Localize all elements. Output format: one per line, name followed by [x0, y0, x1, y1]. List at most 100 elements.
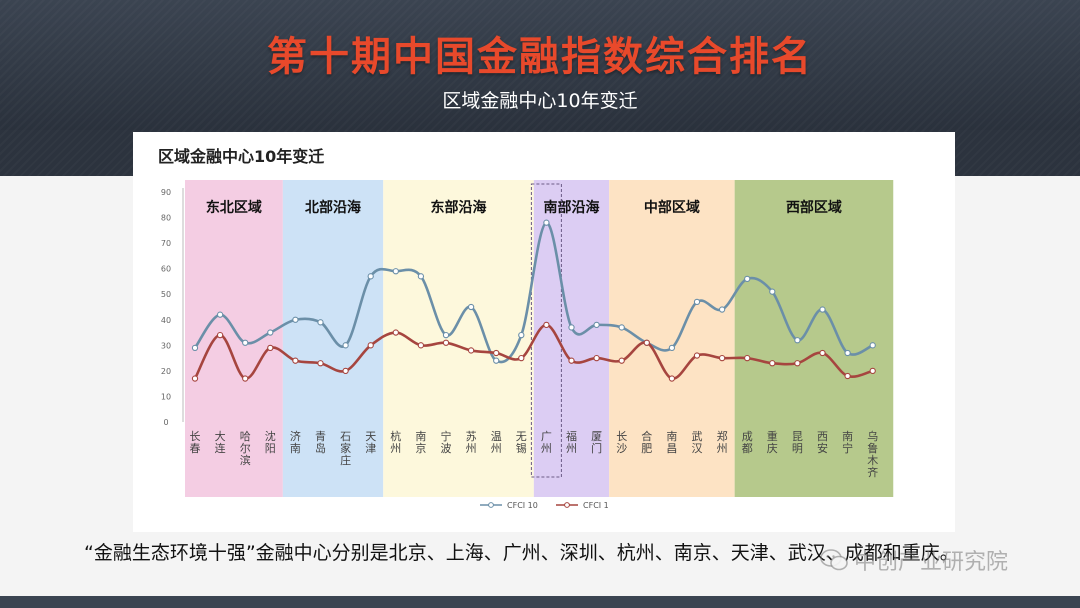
y-tick-label: 60 [161, 265, 171, 274]
header-background [0, 0, 1080, 130]
x-tick-label: 郑州 [717, 429, 728, 455]
data-point [467, 303, 475, 311]
x-tick-label: 天津 [365, 430, 376, 455]
data-point [744, 275, 751, 283]
watermark-text: 中创产业研究院 [854, 550, 1009, 575]
y-tick-label: 80 [161, 214, 171, 223]
x-tick-label: 合肥 [641, 429, 652, 455]
x-tick-label: 福州 [566, 429, 577, 455]
data-point [869, 342, 876, 349]
x-tick-label: 长沙 [616, 430, 627, 455]
x-tick-label: 厦门 [591, 430, 602, 455]
data-point [568, 357, 575, 364]
region-label: 东部沿海 [431, 199, 487, 216]
data-point [493, 357, 500, 364]
x-tick-label: 温州 [491, 430, 502, 455]
legend-marker [488, 502, 494, 508]
data-point [844, 372, 851, 380]
region-label: 北部沿海 [305, 199, 361, 216]
data-point [568, 324, 575, 331]
data-point [191, 344, 199, 352]
y-tick-label: 0 [163, 418, 168, 427]
data-point [417, 342, 425, 349]
region-label: 东北区域 [206, 199, 262, 216]
x-tick-label: 宁波 [441, 429, 452, 455]
watermark: 中创产业研究院 [820, 544, 1008, 576]
wechat-icon [820, 548, 848, 572]
data-point [794, 360, 801, 367]
data-point [292, 316, 299, 323]
x-tick-label: 南京 [415, 430, 426, 455]
x-tick-label: 苏州 [466, 430, 477, 455]
region-band [383, 180, 534, 497]
y-tick-label: 10 [161, 392, 171, 401]
data-point [392, 329, 399, 336]
x-tick-label: 南昌 [666, 430, 677, 455]
y-tick-label: 70 [161, 239, 171, 248]
data-point [593, 321, 600, 329]
data-point [342, 367, 349, 375]
legend-marker [564, 502, 570, 508]
chart-panel-title: 区域金融中心10年变迁 [158, 147, 325, 166]
data-point [493, 349, 500, 357]
x-tick-label: 石家庄 [340, 430, 351, 467]
series-line [193, 221, 874, 364]
data-point [718, 354, 726, 362]
y-tick-label: 50 [161, 290, 171, 299]
region-band [609, 180, 735, 497]
data-point [442, 331, 450, 339]
region-label: 南部沿海 [544, 199, 600, 216]
y-tick-label: 20 [161, 367, 171, 376]
x-tick-label: 昆明 [792, 430, 803, 455]
data-point [317, 319, 324, 326]
caption-text: “金融生态环境十强”金融中心分别是北京、上海、广州、深圳、杭州、南京、天津、武汉… [84, 542, 959, 564]
data-point [518, 331, 525, 339]
data-point [869, 367, 876, 375]
series-line [193, 323, 874, 380]
data-point [693, 298, 701, 306]
x-tick-label: 青岛 [315, 430, 326, 455]
x-tick-label: 武汉 [692, 430, 703, 455]
data-point [292, 357, 299, 364]
data-point [819, 349, 826, 357]
x-tick-label: 西安 [817, 430, 828, 455]
region-label: 西部区域 [786, 199, 842, 216]
data-point [267, 329, 274, 336]
data-point [467, 347, 475, 354]
data-point [618, 357, 625, 364]
data-point [267, 344, 274, 352]
x-tick-label: 哈尔滨 [240, 430, 251, 467]
data-point [718, 306, 726, 313]
data-point [242, 339, 249, 346]
x-tick-label: 广州 [541, 430, 552, 455]
x-tick-label: 济南 [290, 429, 301, 455]
x-tick-label: 沈阳 [265, 429, 276, 455]
page-title: 第十期中国金融指数综合排名 [267, 34, 813, 80]
y-tick-label: 90 [161, 188, 171, 197]
data-point [744, 354, 751, 362]
legend-label: CFCI 1 [583, 501, 609, 510]
data-point [216, 331, 224, 339]
data-point [543, 219, 550, 226]
data-point [819, 306, 826, 313]
data-point [367, 273, 374, 280]
data-point [191, 375, 199, 382]
y-tick-label: 40 [161, 316, 171, 325]
data-point [518, 354, 525, 362]
region-band [533, 180, 610, 497]
footer-bar [0, 596, 1080, 608]
data-point [367, 342, 374, 349]
data-point [242, 375, 249, 382]
data-point [643, 339, 650, 346]
data-point [593, 354, 600, 362]
region-label: 中部区域 [644, 199, 700, 216]
data-point [668, 375, 676, 382]
highlight-box [530, 183, 562, 478]
legend-label: CFCI 10 [507, 501, 538, 510]
x-tick-label: 无锡 [516, 430, 527, 455]
data-point [618, 324, 625, 331]
x-tick-label: 乌鲁木齐 [867, 429, 878, 479]
region-band [734, 180, 894, 497]
x-tick-label: 长春 [190, 430, 201, 455]
